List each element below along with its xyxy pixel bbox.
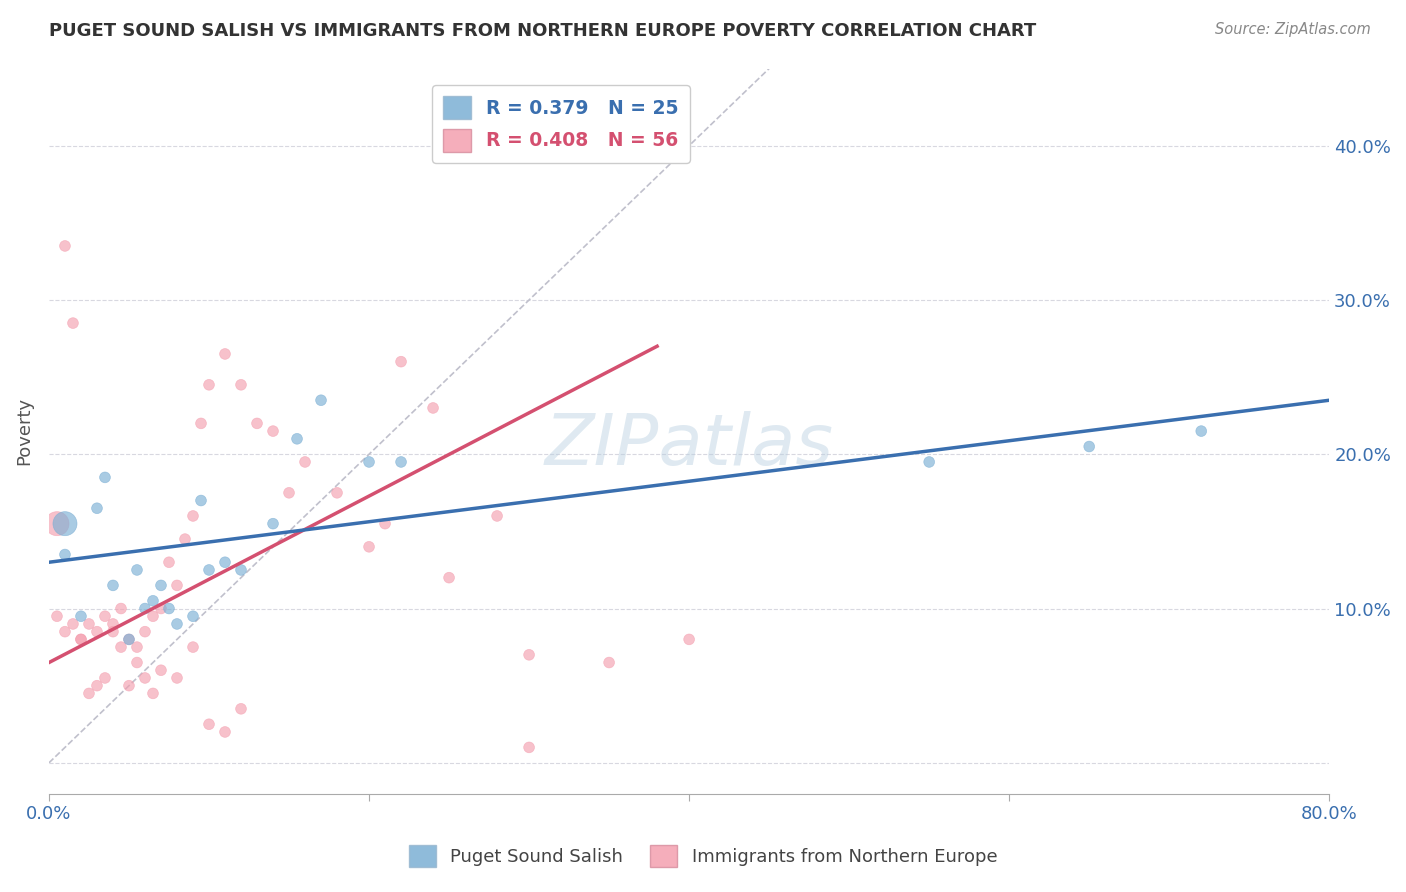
Point xyxy=(94,470,117,484)
Point xyxy=(70,609,93,624)
Point xyxy=(229,377,252,392)
Point xyxy=(118,679,141,693)
Point xyxy=(190,493,212,508)
Point xyxy=(110,601,132,615)
Point xyxy=(101,578,124,592)
Point xyxy=(157,555,180,569)
Point xyxy=(309,393,332,408)
Point xyxy=(598,656,620,670)
Point xyxy=(134,671,156,685)
Point xyxy=(125,563,148,577)
Point xyxy=(53,239,76,253)
Point xyxy=(77,686,100,700)
Point xyxy=(285,432,308,446)
Point xyxy=(1078,440,1101,454)
Point xyxy=(357,455,380,469)
Text: PUGET SOUND SALISH VS IMMIGRANTS FROM NORTHERN EUROPE POVERTY CORRELATION CHART: PUGET SOUND SALISH VS IMMIGRANTS FROM NO… xyxy=(49,22,1036,40)
Point xyxy=(190,417,212,431)
Y-axis label: Poverty: Poverty xyxy=(15,397,32,465)
Point xyxy=(437,571,460,585)
Text: ZIPatlas: ZIPatlas xyxy=(544,411,834,480)
Point xyxy=(53,548,76,562)
Point xyxy=(262,424,284,438)
Point xyxy=(918,455,941,469)
Point xyxy=(166,671,188,685)
Point xyxy=(46,516,69,531)
Point xyxy=(101,624,124,639)
Point xyxy=(294,455,316,469)
Point xyxy=(142,686,165,700)
Point xyxy=(181,640,204,654)
Point xyxy=(94,671,117,685)
Point xyxy=(262,516,284,531)
Point xyxy=(70,632,93,647)
Point xyxy=(181,609,204,624)
Point xyxy=(77,617,100,632)
Point xyxy=(110,640,132,654)
Point xyxy=(174,532,197,546)
Point xyxy=(357,540,380,554)
Point xyxy=(166,578,188,592)
Point xyxy=(214,725,236,739)
Point xyxy=(422,401,444,415)
Point xyxy=(198,377,221,392)
Point xyxy=(374,516,396,531)
Point xyxy=(86,679,108,693)
Point xyxy=(198,717,221,731)
Point xyxy=(101,617,124,632)
Point xyxy=(678,632,700,647)
Point xyxy=(86,501,108,516)
Point xyxy=(142,594,165,608)
Point xyxy=(142,609,165,624)
Point xyxy=(214,347,236,361)
Point xyxy=(1189,424,1212,438)
Point xyxy=(198,563,221,577)
Point xyxy=(150,601,173,615)
Point xyxy=(214,555,236,569)
Point xyxy=(46,609,69,624)
Point xyxy=(86,624,108,639)
Point xyxy=(166,617,188,632)
Point xyxy=(229,702,252,716)
Point xyxy=(150,578,173,592)
Point xyxy=(181,508,204,523)
Point xyxy=(389,354,412,368)
Point xyxy=(246,417,269,431)
Point xyxy=(53,516,76,531)
Point xyxy=(70,632,93,647)
Point xyxy=(517,648,540,662)
Point xyxy=(118,632,141,647)
Legend: Puget Sound Salish, Immigrants from Northern Europe: Puget Sound Salish, Immigrants from Nort… xyxy=(402,838,1004,874)
Text: Source: ZipAtlas.com: Source: ZipAtlas.com xyxy=(1215,22,1371,37)
Point xyxy=(125,656,148,670)
Point xyxy=(53,624,76,639)
Point xyxy=(62,316,84,330)
Point xyxy=(157,601,180,615)
Point xyxy=(94,609,117,624)
Point xyxy=(134,624,156,639)
Point xyxy=(150,663,173,677)
Point xyxy=(486,508,509,523)
Point xyxy=(125,640,148,654)
Point xyxy=(517,740,540,755)
Legend: R = 0.379   N = 25, R = 0.408   N = 56: R = 0.379 N = 25, R = 0.408 N = 56 xyxy=(432,85,690,162)
Point xyxy=(326,485,349,500)
Point xyxy=(134,601,156,615)
Point xyxy=(229,563,252,577)
Point xyxy=(62,617,84,632)
Point xyxy=(118,632,141,647)
Point xyxy=(278,485,301,500)
Point xyxy=(389,455,412,469)
